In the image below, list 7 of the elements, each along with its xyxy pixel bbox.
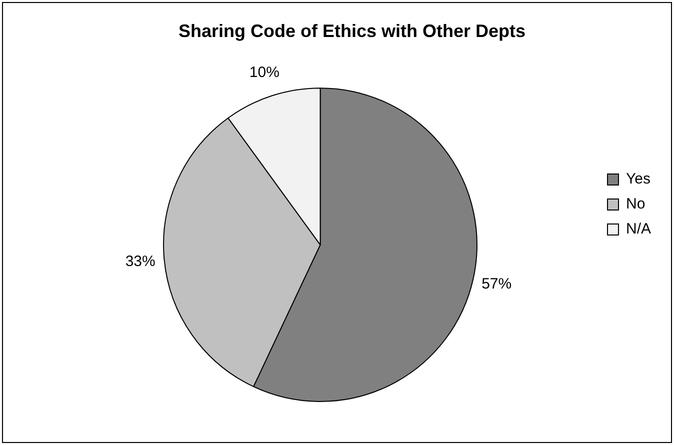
legend-label: No bbox=[626, 196, 646, 213]
legend-label: Yes bbox=[626, 170, 650, 188]
legend-label: N/A bbox=[626, 220, 652, 238]
data-label: 57% bbox=[482, 275, 512, 292]
data-label: 10% bbox=[249, 64, 280, 82]
chart-title: Sharing Code of Ethics with Other Depts bbox=[178, 20, 526, 41]
data-label: 33% bbox=[125, 252, 156, 270]
